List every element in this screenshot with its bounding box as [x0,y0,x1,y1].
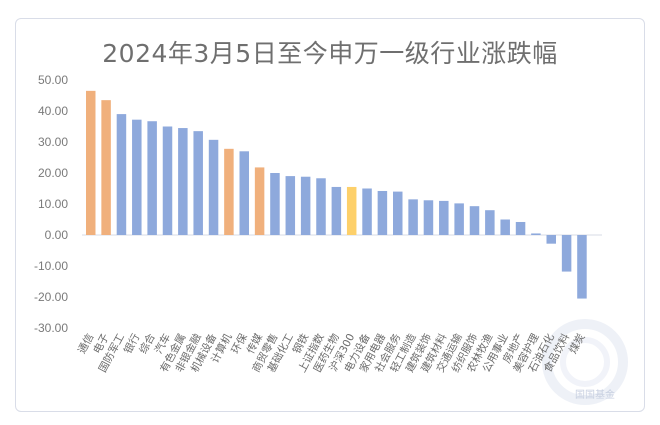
y-tick-label: 40.00 [38,104,68,118]
bar [162,126,173,235]
y-tick-label: 10.00 [38,197,68,211]
bar [178,128,188,235]
bar [362,188,372,235]
y-tick-label: -20.00 [34,290,68,304]
bar [254,167,265,235]
bar [454,203,464,235]
bar [116,114,127,235]
bar [377,190,388,235]
bar [208,139,219,235]
bar [224,148,234,235]
bar [500,219,510,235]
watermark-text: 国国基金 [575,388,615,401]
bar [193,131,203,235]
bar [346,186,357,235]
bar [439,200,449,235]
bar [485,210,495,235]
chart-title: 2024年3月5日至今申万一级行业涨跌幅 [102,39,558,68]
y-tick-label: 50.00 [38,73,68,87]
bar [86,90,96,235]
y-tick-label: 30.00 [38,135,68,149]
y-tick-label: -30.00 [34,321,68,335]
bars [86,90,587,299]
bar [300,176,311,235]
bar [147,121,157,235]
bar [316,178,326,235]
bar [393,191,403,235]
bar [423,200,434,235]
bar [331,186,342,235]
bar [546,235,556,244]
y-tick-label: 0.00 [45,228,69,242]
bar [285,176,296,235]
watermark-logo: 国国基金 [542,319,628,405]
bar [101,100,111,236]
bar [408,199,418,235]
y-axis: 50.00 40.00 30.00 20.00 10.00 0.00 -10.00 -20.0… [34,73,602,335]
bar [515,221,526,235]
x-axis: 通信电子国防军工银行综合汽车有色金属非银金融机械设备计算机环保传媒商贸零售基础化… [76,331,588,375]
bar [239,151,249,235]
bar [577,235,587,299]
bar [132,119,142,235]
bar [531,233,541,235]
bar [469,206,480,235]
y-tick-label: -10.00 [34,259,68,273]
bar [561,235,572,272]
bar [270,173,280,235]
y-tick-label: 20.00 [38,166,68,180]
